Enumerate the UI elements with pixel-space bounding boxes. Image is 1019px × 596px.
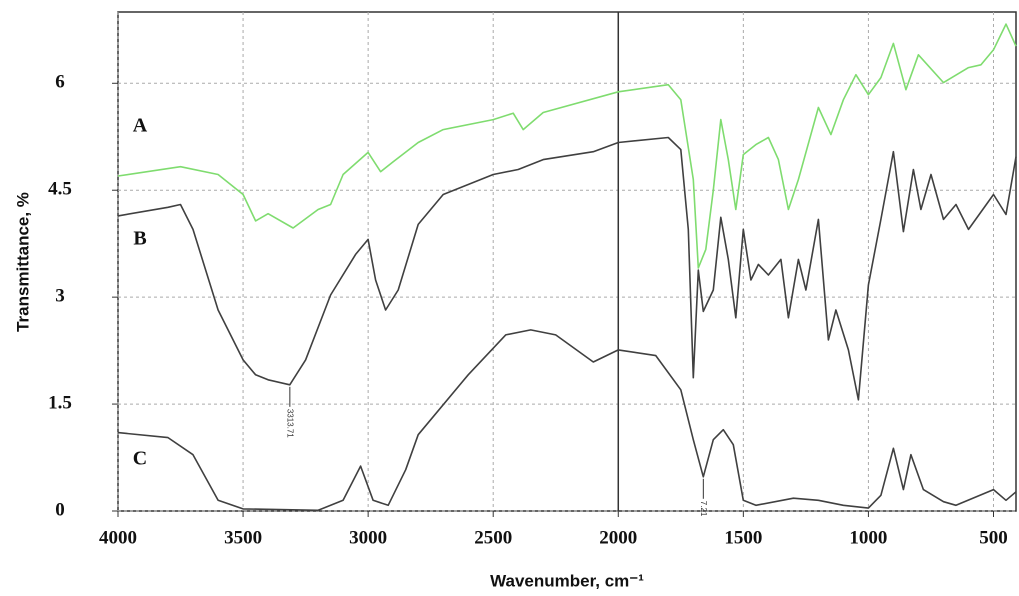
x-tick-label: 1500 [724, 527, 762, 548]
series-label: B [133, 228, 146, 250]
peak-label: 3313.71 [286, 409, 295, 438]
series-label: C [133, 448, 147, 470]
spectrum-line [117, 329, 1017, 512]
spectrum-line [117, 23, 1017, 269]
x-axis-title: Wavenumber, cm⁻¹ [490, 571, 644, 590]
peak-label: 7.21 [699, 501, 708, 517]
plot-area [117, 11, 1017, 512]
y-tick-label: 4.5 [48, 179, 72, 200]
x-tick-label: 2500 [474, 527, 512, 548]
x-tick-label: 1000 [849, 527, 887, 548]
y-tick-label: 0 [55, 499, 65, 520]
x-tick-label: 4000 [99, 527, 137, 548]
x-tick-label: 2000 [599, 527, 637, 548]
x-tick-label: 500 [979, 527, 1008, 548]
x-tick-label: 3000 [349, 527, 387, 548]
x-tick-label: 3500 [224, 527, 262, 548]
y-tick-label: 3 [55, 286, 65, 307]
y-tick-label: 6 [55, 72, 65, 93]
y-tick-label: 1.5 [48, 392, 72, 413]
spectrum-line [117, 136, 1017, 401]
y-axis-title: Transmittance, % [13, 192, 32, 332]
series-label: A [133, 115, 148, 137]
